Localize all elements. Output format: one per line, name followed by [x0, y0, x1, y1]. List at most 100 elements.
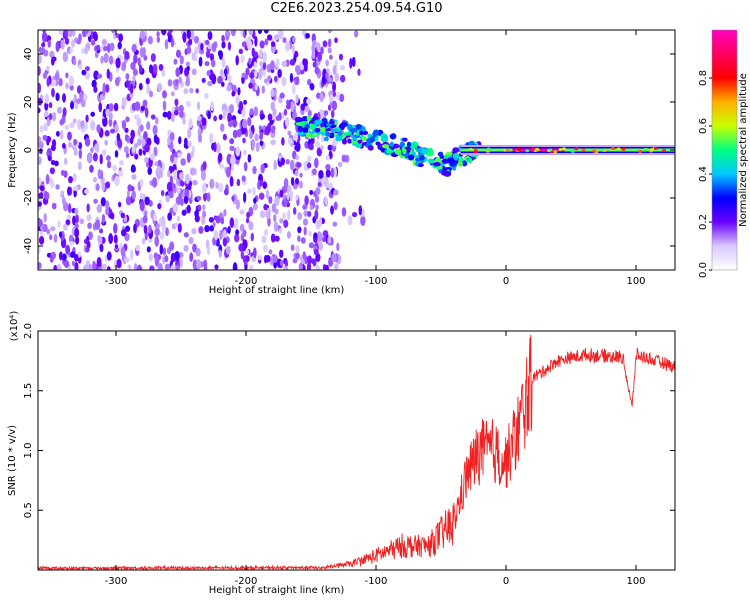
- noise-cell: [267, 216, 271, 227]
- noise-cell: [149, 265, 155, 270]
- noise-cell: [160, 189, 165, 197]
- noise-cell: [55, 184, 60, 190]
- noise-cell: [84, 188, 90, 195]
- noise-cell: [271, 203, 277, 213]
- noise-cell: [166, 181, 173, 192]
- noise-cell: [90, 120, 96, 131]
- noise-cell: [331, 253, 337, 263]
- noise-cell: [242, 137, 246, 144]
- noise-cell: [284, 260, 289, 267]
- noise-cell: [136, 264, 143, 270]
- noise-cell: [141, 138, 146, 147]
- noise-cell: [291, 84, 296, 95]
- noise-cell: [228, 104, 235, 114]
- steady-line-cell: [535, 148, 540, 152]
- noise-cell: [280, 157, 286, 166]
- noise-cell: [165, 227, 169, 237]
- noise-cell: [121, 61, 127, 70]
- spectrogram-plot-area: [38, 30, 675, 270]
- noise-cell: [142, 46, 146, 57]
- noise-cell: [184, 188, 190, 199]
- noise-cell: [183, 195, 189, 205]
- noise-cell: [42, 134, 48, 141]
- noise-cell: [43, 111, 49, 118]
- noise-cell: [282, 212, 287, 220]
- noise-cell: [62, 51, 69, 63]
- noise-cell: [76, 38, 82, 45]
- noise-cell: [297, 212, 303, 221]
- noise-cell: [218, 249, 223, 258]
- noise-cell: [150, 114, 156, 120]
- noise-cell: [248, 82, 253, 89]
- noise-cell: [125, 152, 130, 158]
- noise-cell: [263, 203, 268, 211]
- noise-cell: [279, 218, 284, 224]
- noise-cell: [325, 163, 331, 171]
- noise-cell: [55, 92, 60, 102]
- noise-cell: [232, 262, 238, 270]
- colorbar-tick-label: 0.6: [698, 118, 709, 134]
- noise-cell: [157, 203, 162, 210]
- noise-cell: [281, 137, 285, 146]
- noise-cell: [268, 249, 273, 255]
- noise-cell: [106, 266, 111, 270]
- noise-cell: [210, 101, 214, 112]
- noise-cell: [331, 100, 338, 111]
- noise-cell: [134, 153, 139, 160]
- noise-cell: [206, 192, 211, 202]
- noise-cell: [295, 245, 300, 255]
- noise-cell: [273, 261, 278, 269]
- noise-cell: [91, 79, 97, 88]
- noise-cell: [54, 160, 59, 167]
- noise-cell: [209, 178, 215, 189]
- noise-cell: [201, 117, 207, 126]
- y-tick-label: 2.0: [23, 323, 34, 339]
- noise-cell: [162, 100, 167, 111]
- noise-cell: [165, 194, 170, 203]
- noise-cell: [317, 231, 323, 242]
- noise-cell: [106, 251, 112, 261]
- noise-cell: [319, 92, 324, 103]
- noise-cell: [300, 237, 306, 244]
- noise-cell: [149, 90, 154, 98]
- noise-cell: [194, 55, 198, 62]
- trace-cell: [381, 144, 390, 149]
- noise-cell: [166, 110, 172, 120]
- noise-cell: [244, 74, 248, 80]
- noise-cell: [146, 121, 151, 131]
- noise-cell: [254, 83, 258, 91]
- noise-cell: [333, 201, 338, 211]
- noise-cell: [278, 30, 284, 40]
- noise-cell: [186, 45, 192, 54]
- noise-cell: [221, 57, 226, 68]
- noise-cell: [135, 244, 140, 252]
- noise-cell: [241, 41, 247, 48]
- noise-cell: [296, 162, 302, 168]
- noise-cell: [270, 89, 275, 98]
- noise-cell: [50, 144, 56, 152]
- noise-cell: [106, 68, 110, 79]
- noise-cell: [188, 38, 193, 46]
- noise-cell: [174, 222, 179, 228]
- noise-cell: [186, 65, 190, 72]
- colorbar-tick-label: 0.2: [698, 214, 709, 230]
- trace-cell: [373, 129, 380, 135]
- noise-cell: [180, 197, 184, 207]
- noise-cell: [112, 164, 117, 172]
- trace-cell: [337, 130, 343, 136]
- noise-cell: [153, 213, 157, 222]
- colorbar-tick-label: 0.8: [698, 70, 709, 86]
- noise-cell: [220, 217, 225, 225]
- trace-cell: [457, 160, 463, 167]
- trace-cell: [306, 115, 312, 122]
- noise-cell: [317, 181, 322, 188]
- trace-cell: [347, 131, 352, 136]
- noise-cell: [155, 136, 160, 145]
- noise-cell: [187, 128, 192, 139]
- noise-cell: [180, 180, 185, 187]
- noise-cell: [192, 259, 198, 270]
- trace-cell: [394, 148, 402, 155]
- noise-cell: [64, 37, 70, 45]
- noise-cell: [148, 64, 154, 74]
- noise-cell: [229, 138, 235, 145]
